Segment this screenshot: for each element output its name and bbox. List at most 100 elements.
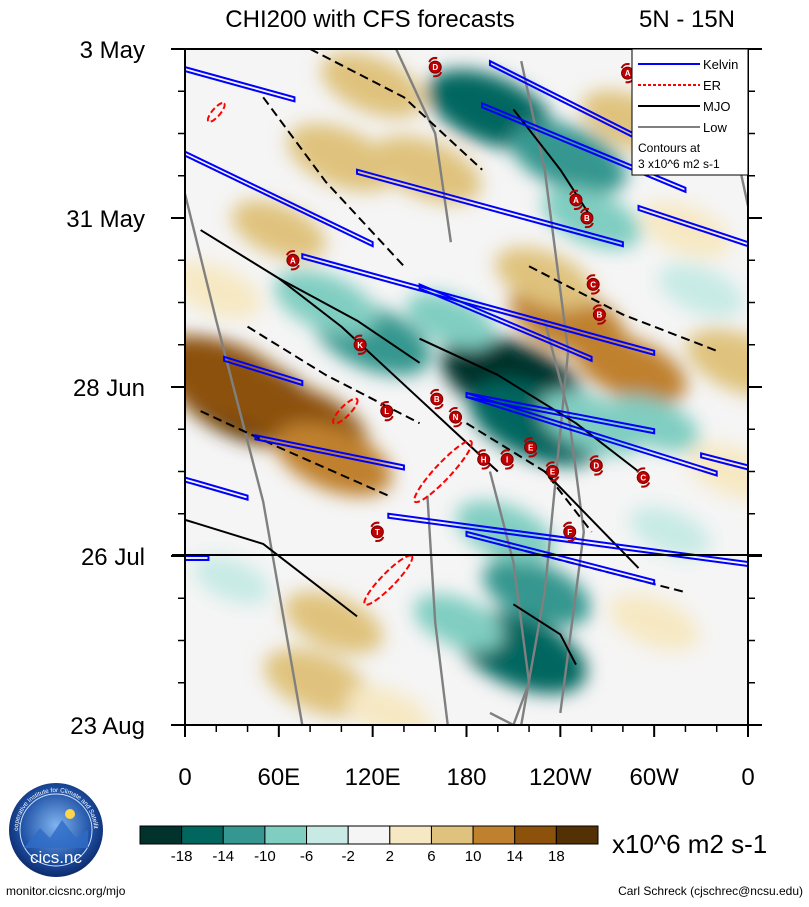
low-contour-1: [395, 49, 453, 243]
logo-text: cics.nc: [30, 848, 82, 867]
tc-marker-i-13: I: [500, 449, 515, 470]
mjo-contours: [185, 49, 718, 666]
anomaly-patch-12: [686, 328, 748, 397]
kelvin-contours: [185, 59, 748, 586]
anomaly-patch-36: [193, 556, 270, 605]
anomaly-patch-5: [321, 52, 425, 118]
tc-letter: N: [453, 413, 459, 422]
colorbar-unit: x10^6 m2 s-1: [612, 829, 767, 859]
tc-letter: A: [573, 196, 579, 205]
anomaly-patch-19: [345, 686, 431, 725]
colorbar-swatch-3: [264, 825, 308, 845]
colorbar-label: 6: [427, 848, 435, 865]
tc-letter: E: [528, 443, 534, 452]
kelvin-contour-14: [387, 512, 748, 568]
footer-left-url: monitor.cicsnc.org/mjo: [6, 884, 126, 898]
colorbar: -18 -14 -10 -6 -2 2 6 10 14 18: [139, 825, 599, 865]
mjo-contour-5: [185, 518, 358, 618]
tc-letter: D: [593, 461, 599, 470]
anomaly-patch-11: [574, 333, 687, 405]
kelvin-contour-11: [254, 434, 405, 471]
anomaly-patch-34: [609, 394, 700, 452]
tc-marker-a-4: A: [285, 250, 300, 271]
tc-letter: B: [597, 311, 603, 320]
tc-marker-c-5: C: [586, 274, 601, 295]
kelvin-contour-0: [185, 66, 296, 103]
logo-ring: [19, 793, 93, 867]
x-tick-label: 0: [178, 764, 191, 791]
colorbar-swatch-4: [306, 825, 349, 845]
colorbar-label: 2: [386, 848, 394, 865]
logo-sun-icon: [65, 809, 75, 819]
chart-title: CHI200 with CFS forecasts: [225, 6, 514, 33]
tc-marker-b-3: B: [579, 207, 594, 229]
anomaly-patch-4: [287, 123, 396, 192]
anomaly-patch-6: [373, 135, 482, 204]
tc-marker-e-11: E: [523, 437, 538, 458]
kelvin-contour-2: [481, 101, 687, 194]
tc-marker-c-16: C: [636, 467, 651, 488]
x-tick-label: 120E: [345, 764, 401, 791]
colorbar-swatch-1: [181, 825, 224, 845]
anomaly-patch-7: [231, 200, 326, 260]
anomaly-patch-33: [629, 506, 711, 558]
tc-marker-l-9: L: [379, 400, 394, 422]
legend-note-line1: Contours at: [638, 141, 701, 155]
colorbar-swatch-8: [472, 825, 516, 845]
low-contour-2: [426, 495, 449, 725]
tc-letter: H: [481, 455, 487, 464]
y-tick-label: 23 Aug: [70, 713, 145, 740]
axes: 0 60E 120E 180 120W 60W 0 3 May 31 May 28 Jun 26 J…: [66, 37, 762, 791]
mjo-contour-13: [465, 422, 593, 533]
tc-marker-n-10: N: [448, 407, 463, 428]
anomaly-patch-3: [275, 422, 393, 497]
colorbar-label: 14: [506, 848, 523, 865]
tc-letter: L: [384, 407, 389, 416]
low-contour-5: [543, 320, 585, 714]
colorbar-label: 10: [465, 848, 482, 865]
x-tick-label: 180: [446, 764, 486, 791]
colorbar-swatch-9: [514, 825, 557, 845]
legend-label-low: Low: [703, 120, 727, 135]
kelvin-contour-10: [465, 391, 656, 435]
tc-marker-b-8: B: [429, 388, 444, 410]
logo-mountains-icon: [24, 820, 88, 848]
colorbar-swatch-6: [389, 825, 432, 845]
colorbar-label: -10: [254, 848, 276, 865]
low-contour-0: [185, 193, 304, 725]
tc-letter: C: [590, 280, 596, 289]
mjo-contour-9: [200, 410, 389, 497]
x-tick-label: 60W: [629, 764, 679, 791]
kelvin-contour-8: [223, 355, 304, 387]
tc-letter: B: [434, 395, 440, 404]
tc-marker-k-7: K: [353, 334, 368, 355]
anomaly-patch-18: [609, 594, 700, 651]
colorbar-label: -6: [300, 848, 313, 865]
x-tick-label: 120W: [529, 764, 592, 791]
tc-letter: F: [567, 528, 572, 537]
y-tick-label: 26 Jul: [81, 544, 145, 571]
anomaly-patch-10: [495, 247, 595, 310]
cicsnc-logo: Cooperative Institute for Climate and Sa…: [6, 780, 103, 877]
mjo-contour-12: [262, 96, 405, 267]
mjo-contour-2: [419, 337, 640, 473]
mjo-contour-0: [200, 229, 499, 473]
kelvin-contour-5: [637, 204, 748, 248]
anomaly-patch-8: [185, 262, 262, 319]
tc-marker-d-0: D: [428, 56, 443, 78]
anomaly-patch-15: [687, 443, 748, 500]
tc-letter: I: [506, 455, 508, 464]
anomaly-patch-16: [284, 591, 383, 654]
legend-box: [631, 48, 749, 176]
mjo-contour-7: [309, 49, 483, 171]
kelvin-contour-13: [185, 476, 249, 501]
colorbar-swatch-0: [139, 825, 183, 845]
tc-letter: D: [432, 63, 438, 72]
anomaly-patch-32: [658, 263, 744, 318]
tc-marker-a-2: A: [569, 189, 583, 211]
mjo-contour-10: [528, 265, 718, 352]
tc-letter: A: [625, 69, 631, 78]
tc-marker-t-17: T: [370, 521, 385, 543]
kelvin-contour-6: [301, 252, 656, 357]
